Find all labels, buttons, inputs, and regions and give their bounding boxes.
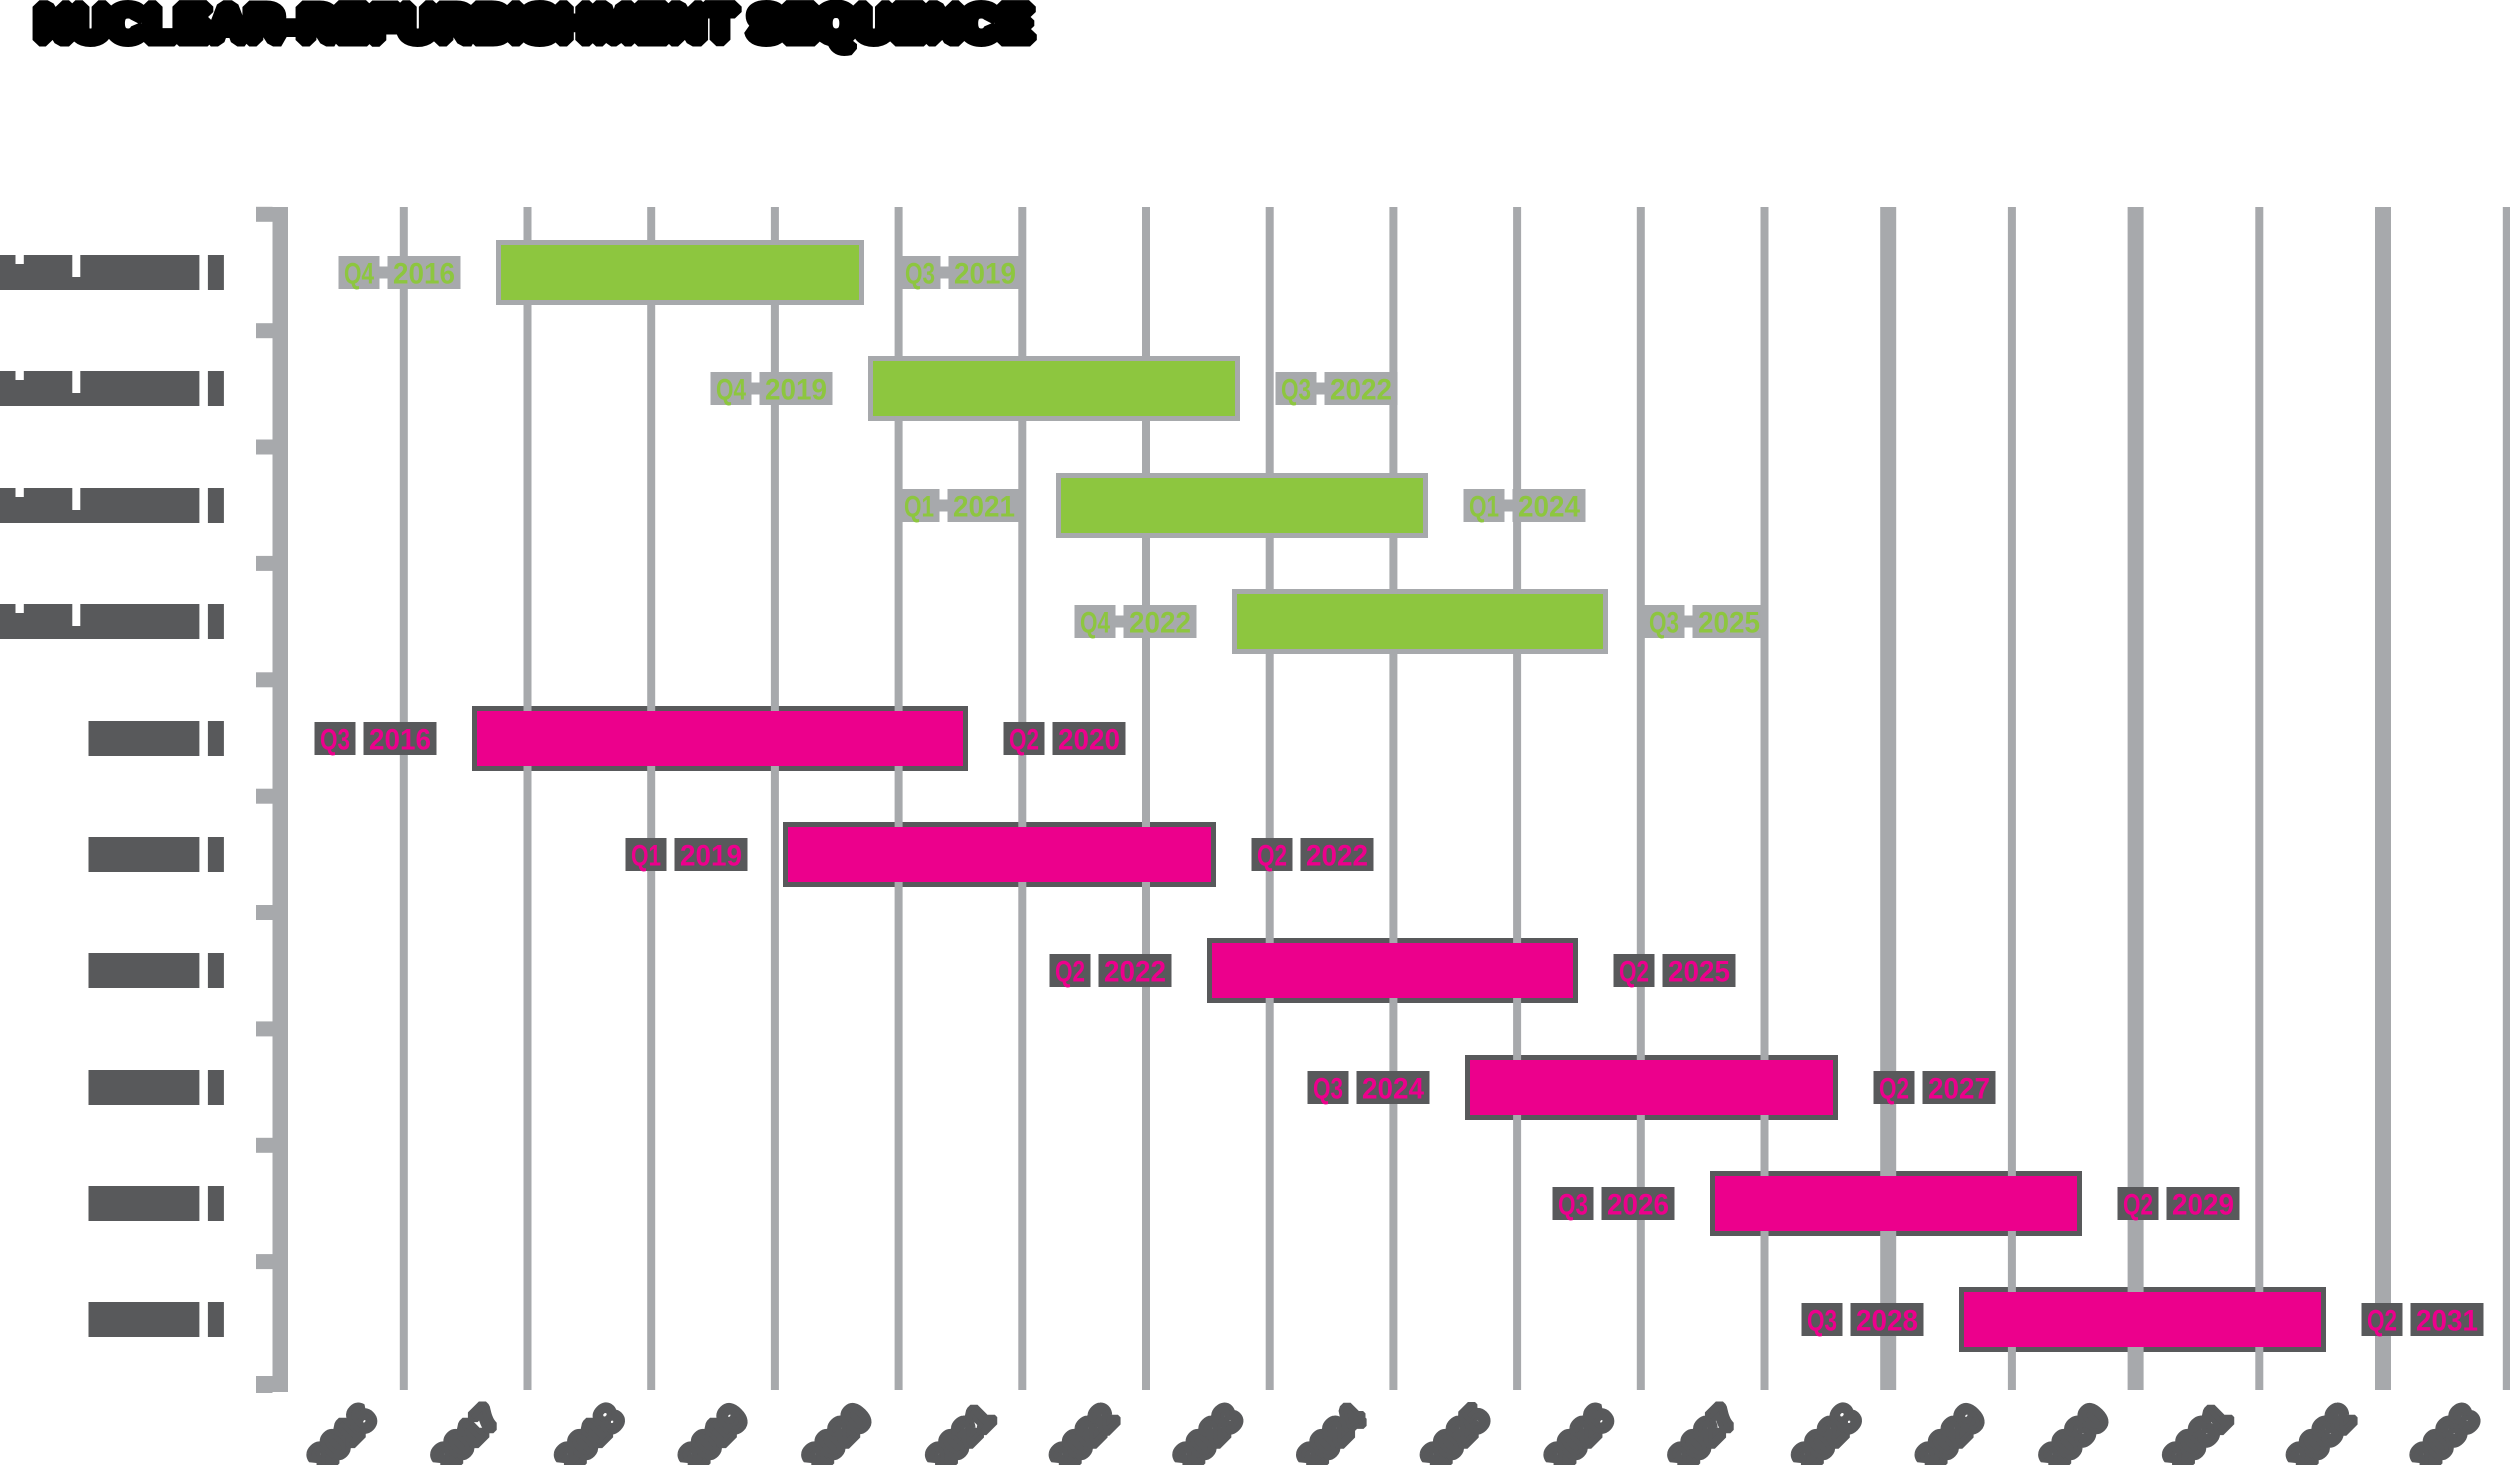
svg-text:2022: 2022 (1129, 607, 1191, 640)
svg-text:Q3: Q3 (1313, 1073, 1343, 1106)
svg-text:2020: 2020 (1058, 724, 1120, 757)
svg-text:2025: 2025 (1698, 607, 1760, 640)
svg-text:2024: 2024 (1518, 491, 1580, 524)
svg-text:Q3: Q3 (1807, 1305, 1837, 1338)
svg-text:Q3: Q3 (1281, 374, 1311, 407)
svg-text:Q3: Q3 (905, 258, 935, 291)
svg-text:2016: 2016 (369, 724, 431, 757)
svg-text:Q3: Q3 (1649, 607, 1679, 640)
svg-text:2024: 2024 (1362, 1073, 1424, 1106)
svg-text:2025: 2025 (1668, 956, 1730, 989)
svg-text:2026: 2026 (1607, 1189, 1669, 1222)
svg-text:NUCLEAR-REFURBISHMENT SEQUENCE: NUCLEAR-REFURBISHMENT SEQUENCE (36, 0, 1032, 51)
svg-text:Q1: Q1 (904, 491, 934, 524)
svg-text:2022: 2022 (1306, 840, 1368, 873)
svg-text:Q2: Q2 (1879, 1073, 1909, 1106)
svg-text:2021: 2021 (953, 491, 1015, 524)
svg-text:Q4: Q4 (716, 374, 746, 407)
svg-text:Q3: Q3 (320, 724, 350, 757)
svg-text:2016: 2016 (393, 258, 455, 291)
svg-text:Q3: Q3 (1558, 1189, 1588, 1222)
svg-text:2031: 2031 (2416, 1305, 2478, 1338)
svg-text:2019: 2019 (954, 258, 1016, 291)
svg-text:Q2: Q2 (1055, 956, 1085, 989)
svg-text:Q2: Q2 (1619, 956, 1649, 989)
svg-text:2029: 2029 (2172, 1189, 2234, 1222)
svg-text:Q1: Q1 (1469, 491, 1499, 524)
svg-text:2027: 2027 (1928, 1073, 1990, 1106)
svg-text:Q4: Q4 (1080, 607, 1110, 640)
svg-text:Q2: Q2 (1257, 840, 1287, 873)
svg-text:Q4: Q4 (344, 258, 374, 291)
svg-text:Q2: Q2 (1009, 724, 1039, 757)
svg-text:Q2: Q2 (2367, 1305, 2397, 1338)
svg-text:Q1: Q1 (631, 840, 661, 873)
svg-text:2019: 2019 (680, 840, 742, 873)
svg-text:2022: 2022 (1330, 374, 1392, 407)
svg-text:2028: 2028 (1856, 1305, 1918, 1338)
svg-text:Q2: Q2 (2123, 1189, 2153, 1222)
svg-text:2022: 2022 (1104, 956, 1166, 989)
svg-text:2019: 2019 (765, 374, 827, 407)
